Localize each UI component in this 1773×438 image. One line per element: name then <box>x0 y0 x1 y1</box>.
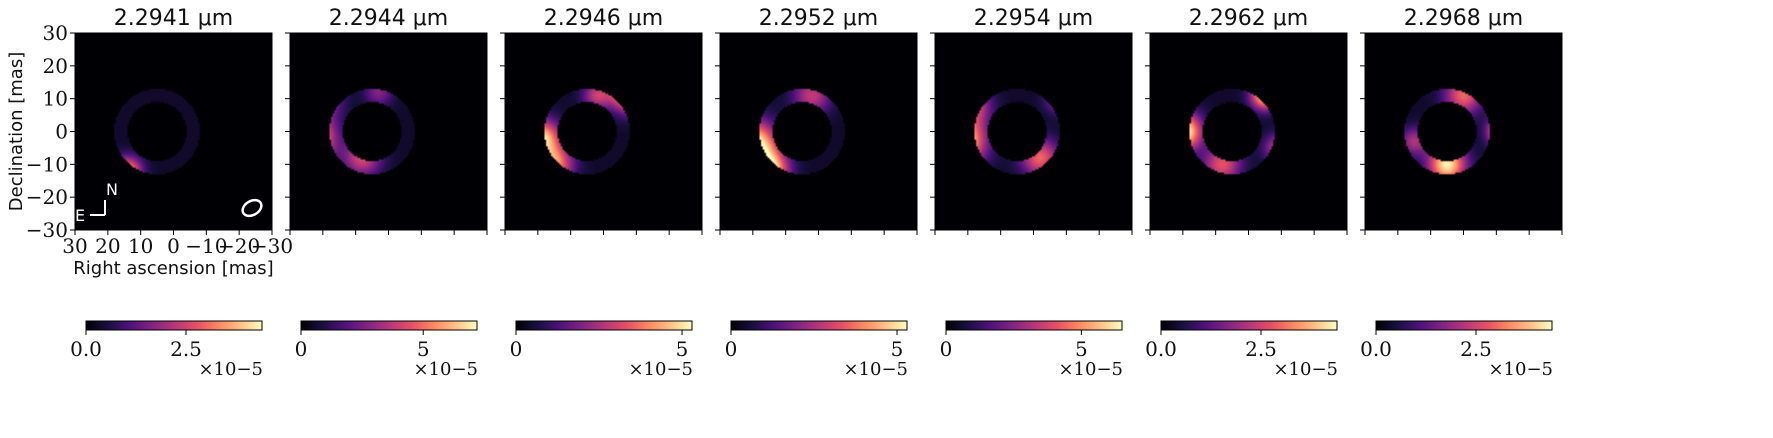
x-axis-label: Right ascension [mas] <box>73 258 273 279</box>
panel-3: 2.2946 μm 0 5×10−5 <box>500 6 703 380</box>
colorbar-tick-label: 0.0 <box>1360 337 1392 361</box>
colorbar-tick-label: 0 <box>725 337 738 361</box>
panel-6: 2.2962 μm 0.0 2.5×10−5 <box>1145 6 1348 380</box>
colorbar <box>730 320 908 331</box>
panel-title: 2.2952 μm <box>759 6 878 31</box>
heatmap-image <box>75 33 272 230</box>
y-tick-label: 0 <box>55 120 68 144</box>
heatmap-image <box>720 33 917 230</box>
colorbar-tick-label: 2.5 <box>1460 337 1492 361</box>
y-tick-label: 30 <box>43 21 68 45</box>
colorbar-exponent: ×10−5 <box>628 359 693 380</box>
colorbar-tick-label: 0.0 <box>70 337 102 361</box>
panel-5: 2.2954 μm 0 5×10−5 <box>930 6 1133 380</box>
y-tick-label: 10 <box>43 87 68 111</box>
panel-title: 2.2954 μm <box>974 6 1093 31</box>
beam-ellipse <box>241 198 263 218</box>
panel-4: 2.2952 μm 0 5×10−5 <box>715 6 918 380</box>
x-tick-label: −10 <box>185 234 227 258</box>
heatmap-image <box>290 33 487 230</box>
colorbar-tick-label: 0.0 <box>1145 337 1177 361</box>
compass-east-label: E <box>75 206 85 225</box>
x-tick-label: 20 <box>95 234 120 258</box>
colorbar <box>515 320 693 331</box>
colorbar-exponent: ×10−5 <box>1488 359 1553 380</box>
y-tick-label: 20 <box>43 54 68 78</box>
y-axis-label: Declination [mas] <box>6 52 27 211</box>
x-tick-label: 10 <box>128 234 153 258</box>
panel-title: 2.2946 μm <box>544 6 663 31</box>
colorbar <box>1160 320 1338 331</box>
colorbar-exponent: ×10−5 <box>413 359 478 380</box>
panel-7: 2.2968 μm 0.0 2.5×10−5 <box>1360 6 1563 380</box>
panel-2: 2.2944 μm 0 5×10−5 <box>285 6 488 380</box>
y-tick-label: −30 <box>26 218 68 242</box>
colorbar-tick-label: 0 <box>510 337 523 361</box>
panel-title: 2.2941 μm <box>114 6 233 31</box>
colorbar-tick-label: 5 <box>676 337 689 361</box>
x-tick-label: −20 <box>218 234 260 258</box>
colorbar <box>1375 320 1553 331</box>
heatmap-image <box>935 33 1132 230</box>
x-tick-label: 30 <box>62 234 87 258</box>
colorbar-exponent: ×10−5 <box>843 359 908 380</box>
colorbar <box>85 320 263 331</box>
panel-title: 2.2962 μm <box>1189 6 1308 31</box>
x-tick-label: −30 <box>251 234 293 258</box>
colorbar-tick-label: 2.5 <box>1245 337 1277 361</box>
compass-north-label: N <box>106 180 118 199</box>
colorbar-exponent: ×10−5 <box>198 359 263 380</box>
heatmap-image <box>505 33 702 230</box>
colorbar-exponent: ×10−5 <box>1058 359 1123 380</box>
colorbar-tick-label: 5 <box>417 337 430 361</box>
colorbar-tick-label: 5 <box>891 337 904 361</box>
panel-title: 2.2968 μm <box>1404 6 1523 31</box>
x-tick-label: 0 <box>167 234 180 258</box>
colorbar <box>300 320 478 331</box>
y-tick-label: −10 <box>26 152 68 176</box>
colorbar-exponent: ×10−5 <box>1273 359 1338 380</box>
panel-title: 2.2944 μm <box>329 6 448 31</box>
y-tick-label: −20 <box>26 185 68 209</box>
colorbar-tick-label: 0 <box>940 337 953 361</box>
colorbar-tick-label: 0 <box>295 337 308 361</box>
colorbar-tick-label: 2.5 <box>170 337 202 361</box>
colorbar-tick-label: 5 <box>1075 337 1088 361</box>
heatmap-image <box>1150 33 1347 230</box>
heatmap-image <box>1365 33 1562 230</box>
colorbar <box>945 320 1123 331</box>
